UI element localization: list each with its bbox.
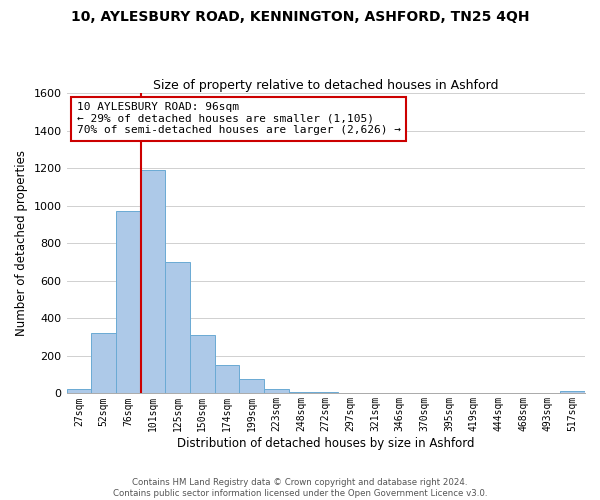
Bar [67, 388, 91, 394]
Bar [165, 262, 190, 394]
Text: 10, AYLESBURY ROAD, KENNINGTON, ASHFORD, TN25 4QH: 10, AYLESBURY ROAD, KENNINGTON, ASHFORD,… [71, 10, 529, 24]
Bar [264, 388, 289, 394]
Y-axis label: Number of detached properties: Number of detached properties [15, 150, 28, 336]
Bar [91, 334, 116, 394]
Bar [116, 212, 140, 394]
Bar [313, 392, 338, 394]
Bar [140, 170, 165, 394]
Bar [289, 392, 313, 394]
Bar [560, 390, 585, 394]
Text: 10 AYLESBURY ROAD: 96sqm
← 29% of detached houses are smaller (1,105)
70% of sem: 10 AYLESBURY ROAD: 96sqm ← 29% of detach… [77, 102, 401, 136]
X-axis label: Distribution of detached houses by size in Ashford: Distribution of detached houses by size … [177, 437, 475, 450]
Bar [190, 335, 215, 394]
Title: Size of property relative to detached houses in Ashford: Size of property relative to detached ho… [153, 79, 499, 92]
Bar [215, 366, 239, 394]
Bar [239, 380, 264, 394]
Text: Contains HM Land Registry data © Crown copyright and database right 2024.
Contai: Contains HM Land Registry data © Crown c… [113, 478, 487, 498]
